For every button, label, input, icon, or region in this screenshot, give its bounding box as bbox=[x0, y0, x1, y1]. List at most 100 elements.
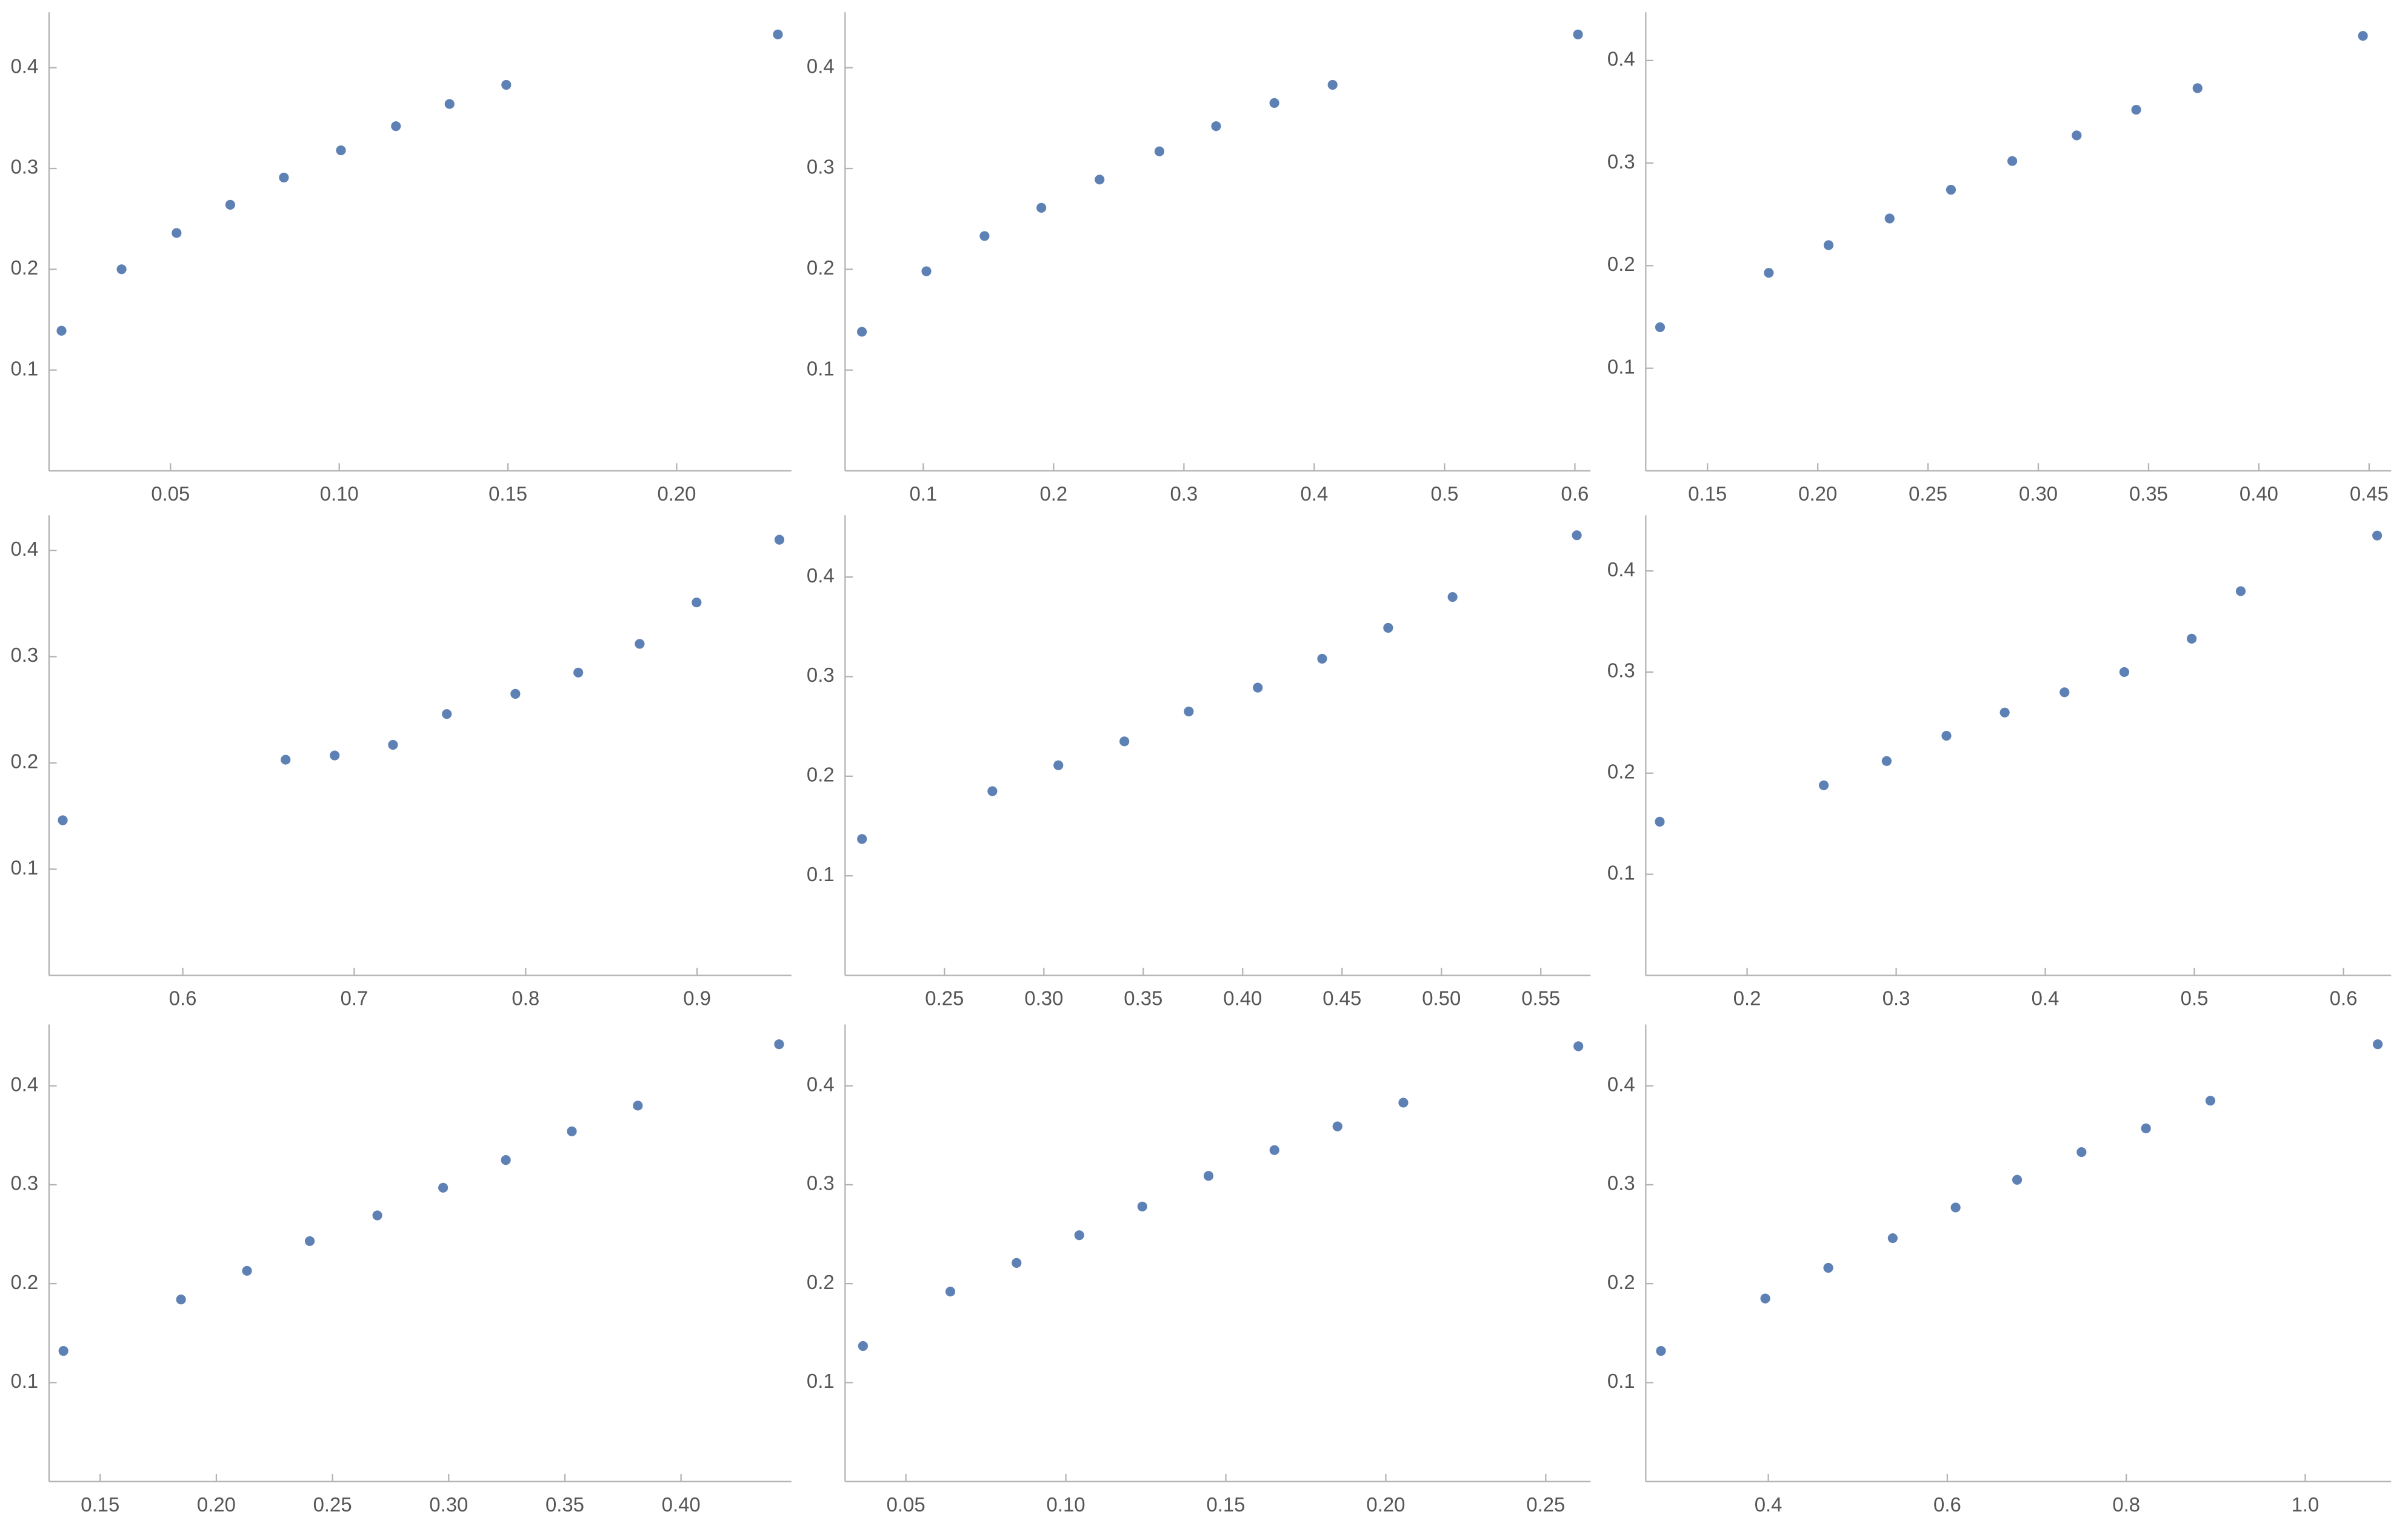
point bbox=[1269, 98, 1279, 108]
y-tick-label: 0.3 bbox=[807, 1172, 835, 1194]
point bbox=[1573, 29, 1583, 39]
point bbox=[1764, 268, 1774, 278]
point bbox=[1269, 1145, 1279, 1155]
point bbox=[2192, 83, 2203, 93]
y-tick-label: 0.2 bbox=[1607, 1271, 1635, 1293]
x-tick-label: 0.15 bbox=[1206, 1493, 1245, 1516]
x-tick-label: 0.55 bbox=[1521, 987, 1560, 1010]
point bbox=[58, 1346, 68, 1356]
x-tick-label: 0.35 bbox=[1124, 987, 1162, 1010]
point bbox=[1572, 530, 1582, 541]
y-tick-label: 0.3 bbox=[807, 156, 835, 178]
x-tick-label: 1.0 bbox=[2292, 1493, 2320, 1516]
y-tick-label: 0.3 bbox=[1607, 150, 1635, 173]
point bbox=[1760, 1293, 1770, 1304]
point bbox=[1095, 175, 1105, 185]
point bbox=[1154, 146, 1165, 156]
panel: 0.15 0.20 0.25 0.30 0.35 0.40 0.45 0.1 0.2 0.3 0.4 bbox=[1607, 12, 2392, 505]
y-tick-label: 0.3 bbox=[1607, 659, 1635, 682]
point bbox=[56, 325, 67, 336]
point bbox=[774, 1039, 784, 1050]
y-tick-label: 0.1 bbox=[1607, 355, 1635, 378]
point bbox=[2372, 530, 2383, 541]
y-tick-label: 0.4 bbox=[807, 55, 835, 77]
point bbox=[1887, 1233, 1898, 1244]
x-tick-label: 0.2 bbox=[1733, 987, 1761, 1010]
x-tick-label: 0.30 bbox=[429, 1493, 468, 1516]
y-tick-label: 0.4 bbox=[1607, 1073, 1635, 1095]
y-tick-label: 0.4 bbox=[11, 55, 39, 77]
point bbox=[281, 755, 291, 765]
point bbox=[172, 228, 182, 238]
point bbox=[304, 1236, 315, 1247]
y-tick-label: 0.2 bbox=[807, 1271, 835, 1293]
x-tick-label: 0.50 bbox=[1422, 987, 1461, 1010]
point bbox=[501, 1155, 511, 1165]
point bbox=[1823, 1262, 1833, 1273]
point bbox=[774, 535, 785, 545]
point bbox=[1137, 1201, 1147, 1211]
x-tick-label: 0.1 bbox=[909, 482, 937, 505]
x-tick-label: 0.4 bbox=[1755, 1493, 1783, 1516]
panel: 0.2 0.3 0.4 0.5 0.6 0.1 0.2 0.3 0.4 bbox=[1607, 515, 2392, 1010]
point bbox=[1074, 1230, 1084, 1241]
point bbox=[2119, 667, 2130, 678]
y-tick-label: 0.2 bbox=[1607, 760, 1635, 782]
point bbox=[2059, 687, 2070, 698]
point bbox=[1203, 1171, 1214, 1181]
x-tick-label: 0.6 bbox=[169, 987, 197, 1010]
y-tick-label: 0.4 bbox=[1607, 47, 1635, 70]
y-tick-label: 0.2 bbox=[11, 750, 39, 773]
point bbox=[1941, 730, 1952, 741]
point bbox=[1253, 682, 1263, 693]
point bbox=[279, 172, 289, 183]
x-tick-label: 0.15 bbox=[1688, 482, 1727, 505]
point bbox=[2007, 156, 2018, 166]
point bbox=[2072, 130, 2082, 141]
panel: 0.25 0.30 0.35 0.40 0.45 0.50 0.55 0.1 0.2 0.3 0.4 bbox=[807, 515, 1591, 1010]
x-tick-label: 0.35 bbox=[2129, 482, 2168, 505]
x-tick-label: 0.30 bbox=[1024, 987, 1063, 1010]
y-tick-label: 0.1 bbox=[11, 357, 39, 379]
x-tick-label: 0.30 bbox=[2019, 482, 2058, 505]
point bbox=[567, 1126, 577, 1136]
point bbox=[391, 121, 401, 132]
point bbox=[242, 1265, 252, 1276]
y-tick-label: 0.1 bbox=[807, 863, 835, 885]
point bbox=[1036, 202, 1047, 213]
point bbox=[444, 99, 455, 109]
x-tick-label: 0.4 bbox=[1301, 482, 1329, 505]
point bbox=[1655, 816, 1665, 827]
point bbox=[58, 815, 68, 825]
x-tick-label: 0.20 bbox=[657, 482, 696, 505]
point bbox=[1447, 591, 1458, 602]
point bbox=[979, 231, 990, 241]
x-tick-label: 0.25 bbox=[1526, 1493, 1565, 1516]
x-tick-label: 0.5 bbox=[1431, 482, 1459, 505]
point bbox=[945, 1287, 956, 1297]
y-tick-label: 0.1 bbox=[1607, 1370, 1635, 1392]
point bbox=[1383, 622, 1393, 633]
x-tick-label: 0.40 bbox=[2240, 482, 2278, 505]
y-tick-label: 0.3 bbox=[11, 156, 39, 178]
point bbox=[438, 1182, 449, 1193]
point bbox=[442, 709, 452, 719]
x-tick-label: 0.8 bbox=[2112, 1493, 2140, 1516]
y-tick-label: 0.2 bbox=[1607, 253, 1635, 275]
point bbox=[1999, 707, 2010, 718]
point bbox=[1884, 213, 1895, 224]
x-tick-label: 0.9 bbox=[683, 987, 711, 1010]
y-tick-label: 0.1 bbox=[807, 1370, 835, 1392]
x-tick-label: 0.05 bbox=[151, 482, 190, 505]
point bbox=[1950, 1202, 1961, 1213]
x-tick-label: 0.6 bbox=[1561, 482, 1589, 505]
x-tick-label: 0.40 bbox=[1223, 987, 1262, 1010]
x-tick-label: 0.20 bbox=[1798, 482, 1837, 505]
x-tick-label: 0.15 bbox=[81, 1493, 119, 1516]
point bbox=[1655, 322, 1666, 333]
point bbox=[2358, 31, 2368, 41]
x-tick-label: 0.45 bbox=[1322, 987, 1361, 1010]
point bbox=[633, 1101, 643, 1111]
x-tick-label: 0.3 bbox=[1170, 482, 1198, 505]
x-tick-label: 0.4 bbox=[2032, 987, 2059, 1010]
